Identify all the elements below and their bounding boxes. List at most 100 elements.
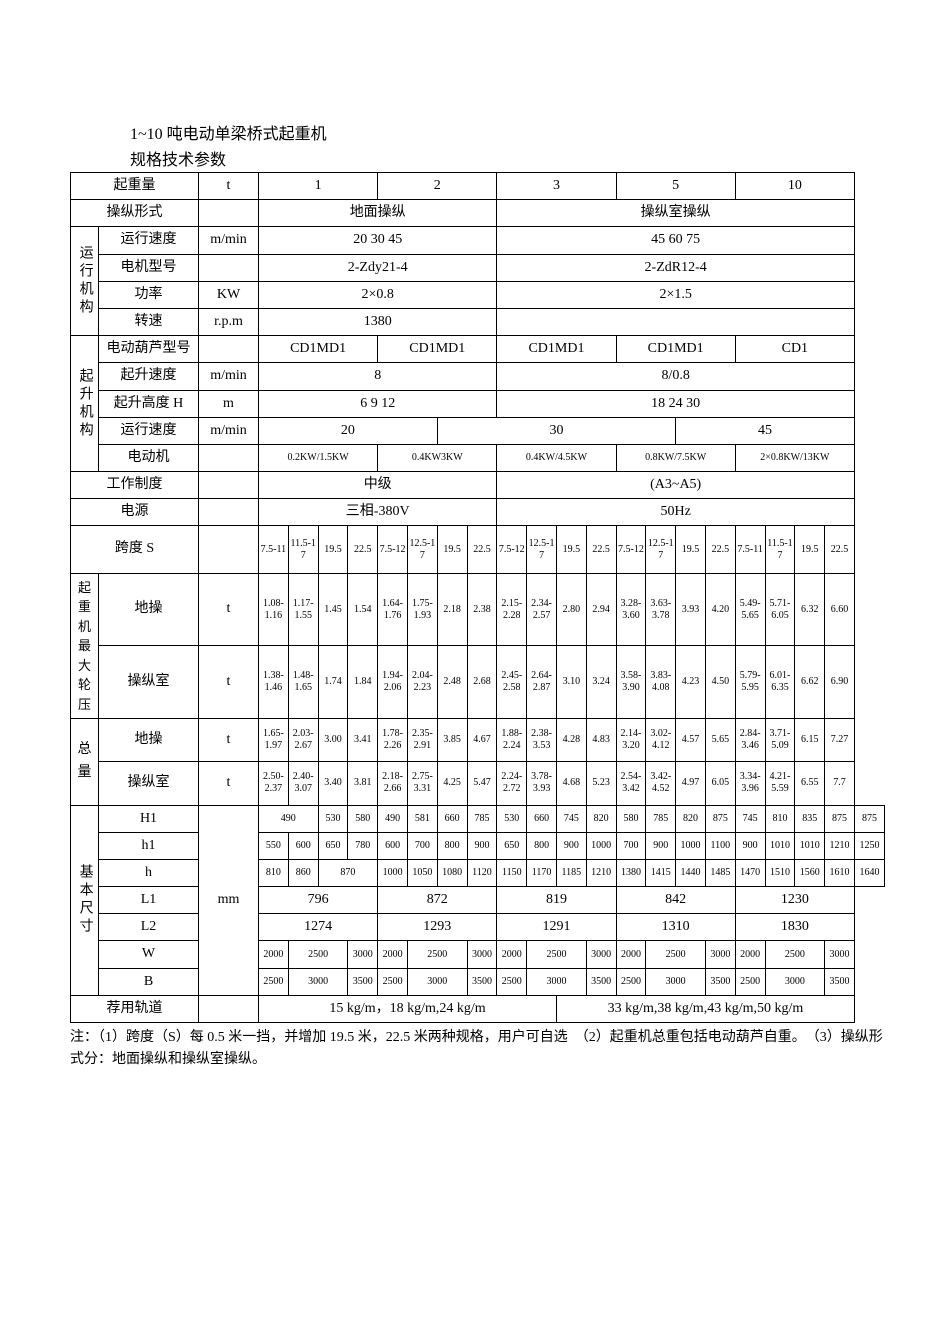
d: 1291: [497, 914, 616, 941]
d: 1274: [259, 914, 378, 941]
wg: 5.71-6.05: [765, 573, 795, 646]
tg: 1.78-2.26: [378, 719, 408, 762]
wg: 1.08-1.16: [259, 573, 289, 646]
tc: 2.75-3.31: [407, 762, 437, 805]
d: 1640: [854, 859, 884, 886]
rpm-val: 1380: [259, 308, 497, 335]
power-a: 2×0.8: [259, 281, 497, 308]
tc: 2.24-2.72: [497, 762, 527, 805]
hoist-speed-b: 8/0.8: [497, 363, 855, 390]
wc: 5.79-5.95: [735, 646, 765, 719]
d: 700: [407, 832, 437, 859]
label-hoist-mech: 起升机构: [71, 336, 99, 472]
d: 1293: [378, 914, 497, 941]
ht-20: 20: [259, 417, 438, 444]
d: 2500: [527, 941, 587, 968]
d: 875: [825, 805, 855, 832]
hm-3: CD1MD1: [497, 336, 616, 363]
travel-speed-a: 20 30 45: [259, 227, 497, 254]
d: 820: [676, 805, 706, 832]
wc: 4.23: [676, 646, 706, 719]
hmv-10: 2×0.8KW/13KW: [735, 444, 854, 471]
d: 1485: [705, 859, 735, 886]
span-cell: 7.5-11: [259, 526, 289, 573]
tg: 3.00: [318, 719, 348, 762]
tg: 4.67: [467, 719, 497, 762]
hoist-speed-a: 8: [259, 363, 497, 390]
wc: 1.48-1.65: [288, 646, 318, 719]
wg: 1.45: [318, 573, 348, 646]
dim-h-label: h: [99, 859, 199, 886]
span-cell: 12.5-17: [407, 526, 437, 573]
motor-a: 2-Zdy21-4: [259, 254, 497, 281]
d: 660: [437, 805, 467, 832]
d: 1010: [795, 832, 825, 859]
label-span: 跨度 S: [71, 526, 199, 573]
d: 819: [497, 887, 616, 914]
tc: 4.25: [437, 762, 467, 805]
d: 1210: [586, 859, 616, 886]
tg: 3.85: [437, 719, 467, 762]
d: 842: [616, 887, 735, 914]
span-cell: 19.5: [437, 526, 467, 573]
unit-t: t: [199, 719, 259, 762]
wc: 3.24: [586, 646, 616, 719]
lift-height-a: 6 9 12: [259, 390, 497, 417]
d: 820: [586, 805, 616, 832]
d: 580: [616, 805, 646, 832]
spec-table: 起重量 t 1 2 3 5 10 操纵形式 地面操纵 操纵室操纵 运行机构 运行…: [70, 172, 885, 1023]
unit-t: t: [199, 646, 259, 719]
d: 2000: [497, 941, 527, 968]
label-cabin: 操纵室: [99, 646, 199, 719]
span-cell: 7.5-12: [378, 526, 408, 573]
d: 490: [259, 805, 319, 832]
d: 1050: [407, 859, 437, 886]
wc: 2.64-2.87: [527, 646, 557, 719]
tc: 2.18-2.66: [378, 762, 408, 805]
d: 796: [259, 887, 378, 914]
label-rail: 荐用轨道: [71, 995, 199, 1022]
d: 872: [378, 887, 497, 914]
d: 1560: [795, 859, 825, 886]
tc: 4.68: [556, 762, 586, 805]
wg: 1.75-1.93: [407, 573, 437, 646]
d: 870: [318, 859, 378, 886]
ht-45: 45: [676, 417, 855, 444]
span-cell: 11.5-17: [288, 526, 318, 573]
wg: 2.15-2.28: [497, 573, 527, 646]
label-cabin2: 操纵室: [99, 762, 199, 805]
d: 3500: [586, 968, 616, 995]
d: 1610: [825, 859, 855, 886]
ps-a: 三相-380V: [259, 499, 497, 526]
wc: 1.94-2.06: [378, 646, 408, 719]
d: 875: [854, 805, 884, 832]
label-travel-speed: 运行速度: [99, 227, 199, 254]
tc: 6.05: [705, 762, 735, 805]
tc: 3.42-4.52: [646, 762, 676, 805]
unit-rpm: r.p.m: [199, 308, 259, 335]
span-cell: 19.5: [318, 526, 348, 573]
tc: 2.40-3.07: [288, 762, 318, 805]
blank: [199, 499, 259, 526]
d: 785: [467, 805, 497, 832]
wc: 6.01-6.35: [765, 646, 795, 719]
tc: 7.7: [825, 762, 855, 805]
tg: 4.83: [586, 719, 616, 762]
d: 2500: [765, 941, 825, 968]
span-cell: 22.5: [467, 526, 497, 573]
tg: 2.03-2.67: [288, 719, 318, 762]
d: 3000: [646, 968, 706, 995]
unit-kw: KW: [199, 281, 259, 308]
label-hoist-speed: 起升速度: [99, 363, 199, 390]
d: 860: [288, 859, 318, 886]
wg: 4.20: [705, 573, 735, 646]
wg: 2.34-2.57: [527, 573, 557, 646]
d: 650: [497, 832, 527, 859]
unit-t: t: [199, 573, 259, 646]
dim-B-label: B: [99, 968, 199, 995]
wc: 2.48: [437, 646, 467, 719]
tc: 2.50-2.37: [259, 762, 289, 805]
unit-mmin: m/min: [199, 227, 259, 254]
cap-10: 10: [735, 173, 854, 200]
d: 1230: [735, 887, 854, 914]
